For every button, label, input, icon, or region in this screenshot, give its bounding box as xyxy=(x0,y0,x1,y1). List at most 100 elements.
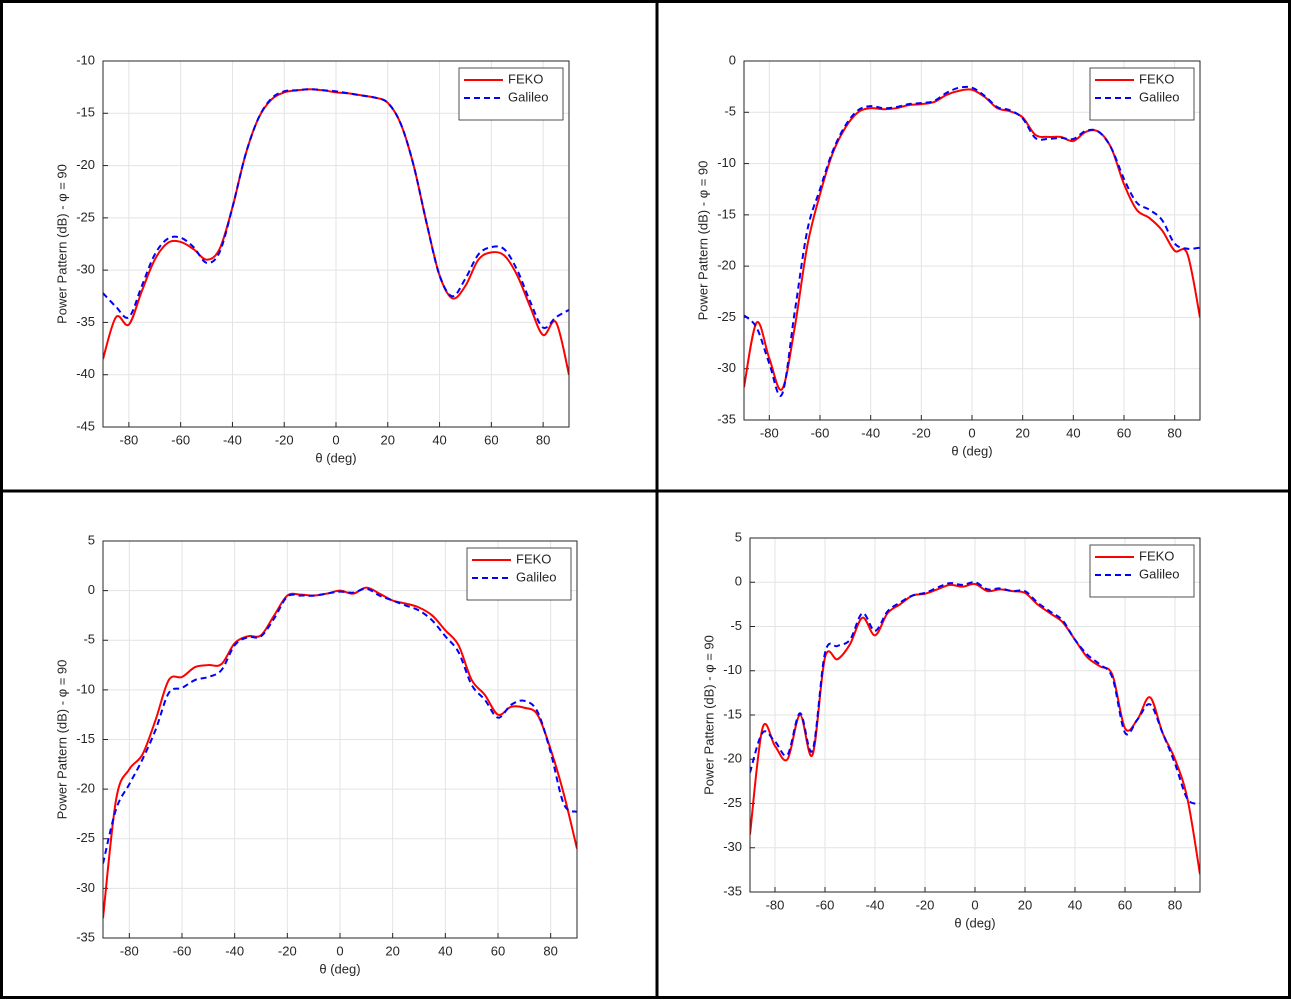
legend-label: Galileo xyxy=(1139,566,1179,581)
axes-box xyxy=(749,537,1201,893)
y-tick-label: 0 xyxy=(735,574,742,589)
y-tick-label: -25 xyxy=(717,309,736,324)
y-tick-label: 0 xyxy=(88,582,95,597)
y-tick-label: -30 xyxy=(723,839,742,854)
x-tick-label: 20 xyxy=(1015,425,1029,440)
chart: -80 -60 -40 -20 0 20 40 60 80 -35 -30 -25 -20 -15 -10 -… xyxy=(701,529,1201,930)
series-line xyxy=(103,88,569,375)
x-tick-label: 60 xyxy=(1117,425,1131,440)
y-tick-label: -20 xyxy=(723,751,742,766)
x-tick-label: -40 xyxy=(866,897,885,912)
x-tick-label: -80 xyxy=(760,425,779,440)
x-tick-label: -60 xyxy=(173,943,192,958)
y-tick-label: -10 xyxy=(717,155,736,170)
y-axis-label: Power Pattern (dB) - φ = 90 xyxy=(54,660,69,820)
axes-box xyxy=(743,60,1201,421)
legend-label: FEKO xyxy=(508,71,543,86)
x-tick-label: 40 xyxy=(1066,425,1080,440)
x-tick-label: -40 xyxy=(225,943,244,958)
y-tick-label: -20 xyxy=(76,157,95,172)
x-tick-label: 80 xyxy=(543,943,557,958)
y-tick-label: -15 xyxy=(723,706,742,721)
y-tick-label: -35 xyxy=(717,411,736,426)
x-tick-label: -20 xyxy=(275,432,294,447)
x-tick-label: 80 xyxy=(1167,425,1181,440)
series-line xyxy=(103,587,577,864)
y-tick-label: -20 xyxy=(76,781,95,796)
legend-label: FEKO xyxy=(1139,548,1174,563)
x-tick-label: 60 xyxy=(1118,897,1132,912)
chart: -80 -60 -40 -20 0 20 40 60 80 -35 -30 -25 -20 -15 -10 -… xyxy=(54,532,578,976)
x-tick-label: -40 xyxy=(861,425,880,440)
y-tick-label: -30 xyxy=(76,262,95,277)
x-tick-label: 80 xyxy=(536,432,550,447)
legend-box xyxy=(466,547,572,601)
y-tick-label: -15 xyxy=(76,731,95,746)
x-tick-label: 20 xyxy=(381,432,395,447)
x-axis-label: θ (deg) xyxy=(315,450,356,465)
y-tick-label: -25 xyxy=(723,795,742,810)
legend-box xyxy=(458,67,564,121)
y-tick-label: -15 xyxy=(717,206,736,221)
x-tick-label: -40 xyxy=(223,432,242,447)
axes-box xyxy=(102,540,578,939)
x-tick-label: -20 xyxy=(912,425,931,440)
y-tick-label: -30 xyxy=(717,360,736,375)
x-tick-label: 20 xyxy=(385,943,399,958)
y-tick-label: -35 xyxy=(76,314,95,329)
series-line xyxy=(750,581,1200,805)
x-tick-label: -80 xyxy=(766,897,785,912)
x-axis-label: θ (deg) xyxy=(319,961,360,976)
x-tick-label: 0 xyxy=(332,432,339,447)
x-tick-label: 20 xyxy=(1018,897,1032,912)
x-tick-label: 60 xyxy=(484,432,498,447)
y-tick-label: -35 xyxy=(723,883,742,898)
x-tick-label: 60 xyxy=(491,943,505,958)
y-tick-label: -45 xyxy=(76,418,95,433)
y-tick-label: -20 xyxy=(717,258,736,273)
y-tick-label: -5 xyxy=(730,618,742,633)
legend-label: Galileo xyxy=(508,89,548,104)
y-tick-label: -35 xyxy=(76,929,95,944)
x-tick-label: -60 xyxy=(816,897,835,912)
y-tick-label: 5 xyxy=(88,532,95,547)
axes-box xyxy=(102,60,570,428)
x-tick-label: -60 xyxy=(811,425,830,440)
y-tick-label: -5 xyxy=(724,104,736,119)
x-tick-label: 40 xyxy=(432,432,446,447)
chart: -80 -60 -40 -20 0 20 40 60 80 -35 -30 -25 -20 -15 -10 -… xyxy=(695,52,1201,458)
legend-box xyxy=(1089,544,1195,598)
legend-box xyxy=(1089,67,1195,121)
x-tick-label: 0 xyxy=(971,897,978,912)
x-tick-label: -20 xyxy=(916,897,935,912)
chart: -80 -60 -40 -20 0 20 40 60 80 -45 -40 -35 -30 -25 -20 -… xyxy=(54,52,570,465)
y-tick-label: -30 xyxy=(76,880,95,895)
legend-label: Galileo xyxy=(516,569,556,584)
y-axis-label: Power Pattern (dB) - φ = 90 xyxy=(695,161,710,321)
y-tick-label: -10 xyxy=(76,52,95,67)
series-line xyxy=(103,88,569,330)
y-tick-label: -15 xyxy=(76,105,95,120)
x-tick-label: -20 xyxy=(278,943,297,958)
y-tick-label: -25 xyxy=(76,830,95,845)
y-tick-label: -40 xyxy=(76,366,95,381)
y-tick-label: -25 xyxy=(76,209,95,224)
x-tick-label: 0 xyxy=(336,943,343,958)
y-tick-label: -5 xyxy=(83,632,95,647)
series-line xyxy=(744,88,1200,391)
legend-label: FEKO xyxy=(1139,71,1174,86)
y-tick-label: -10 xyxy=(723,662,742,677)
x-tick-label: -80 xyxy=(120,943,139,958)
x-tick-label: 40 xyxy=(1068,897,1082,912)
y-tick-label: 5 xyxy=(735,529,742,544)
y-axis-label: Power Pattern (dB) - φ = 90 xyxy=(54,164,69,324)
x-axis-label: θ (deg) xyxy=(954,915,995,930)
y-tick-label: 0 xyxy=(729,52,736,67)
x-tick-label: -80 xyxy=(119,432,138,447)
legend-label: FEKO xyxy=(516,551,551,566)
x-tick-label: -60 xyxy=(171,432,190,447)
x-tick-label: 0 xyxy=(968,425,975,440)
y-tick-label: -10 xyxy=(76,681,95,696)
